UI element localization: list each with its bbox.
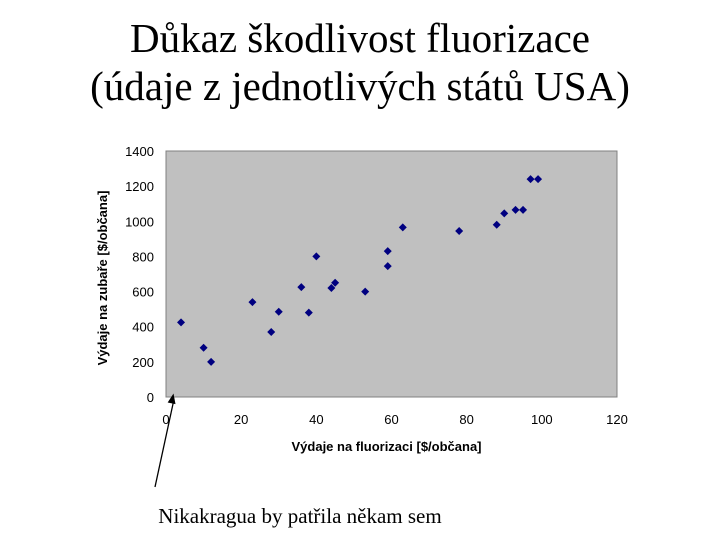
x-axis-label: Výdaje na fluorizaci [$/občana] xyxy=(292,439,482,454)
y-tick-label: 1400 xyxy=(125,144,154,159)
y-axis-label: Výdaje na zubaře [$/občana] xyxy=(95,191,110,366)
data-point xyxy=(361,287,370,296)
data-points xyxy=(177,175,543,366)
title-line-2: (údaje z jednotlivých států USA) xyxy=(90,63,630,109)
data-point xyxy=(327,284,336,293)
data-point xyxy=(398,223,407,232)
data-point xyxy=(304,308,313,317)
y-tick-label: 0 xyxy=(147,390,154,405)
y-tick-label: 600 xyxy=(132,285,154,300)
data-point xyxy=(526,175,535,184)
data-point xyxy=(511,205,520,214)
data-point xyxy=(297,283,306,292)
annotation-arrow-head xyxy=(167,393,176,405)
data-point xyxy=(383,262,392,271)
y-tick-label: 200 xyxy=(132,355,154,370)
x-tick-label: 20 xyxy=(234,412,248,427)
x-tick-label: 120 xyxy=(606,412,628,427)
x-tick-label: 40 xyxy=(309,412,323,427)
data-point xyxy=(177,318,186,327)
y-axis-ticks: 0 200 400 600 800 1000 1200 1400 xyxy=(125,144,154,405)
data-point xyxy=(274,307,283,316)
data-point xyxy=(267,327,276,336)
y-tick-label: 1000 xyxy=(125,214,154,229)
x-tick-label: 80 xyxy=(459,412,473,427)
title-line-1: Důkaz škodlivost fluorizace xyxy=(130,15,590,61)
data-point xyxy=(312,252,321,261)
x-tick-label: 60 xyxy=(384,412,398,427)
chart-title: Důkaz škodlivost fluorizace (údaje z jed… xyxy=(0,14,720,110)
data-point xyxy=(500,209,509,218)
data-point xyxy=(455,226,464,235)
x-tick-label: 100 xyxy=(531,412,553,427)
data-point xyxy=(534,175,543,184)
annotation-arrow xyxy=(154,401,175,488)
x-axis-ticks: 0 20 40 60 80 100 120 xyxy=(162,412,627,427)
data-point xyxy=(248,298,257,307)
data-point xyxy=(199,343,208,352)
annotation-text: Nikakragua by patřila někam sem xyxy=(158,504,442,528)
y-tick-label: 800 xyxy=(132,249,154,264)
data-point xyxy=(383,247,392,256)
x-tick-label: 0 xyxy=(162,412,169,427)
y-tick-label: 1200 xyxy=(125,179,154,194)
data-point xyxy=(207,357,216,366)
data-point xyxy=(519,205,528,214)
data-point xyxy=(492,220,501,229)
plot-area xyxy=(165,150,618,398)
y-tick-label: 400 xyxy=(132,320,154,335)
data-point xyxy=(331,278,340,287)
